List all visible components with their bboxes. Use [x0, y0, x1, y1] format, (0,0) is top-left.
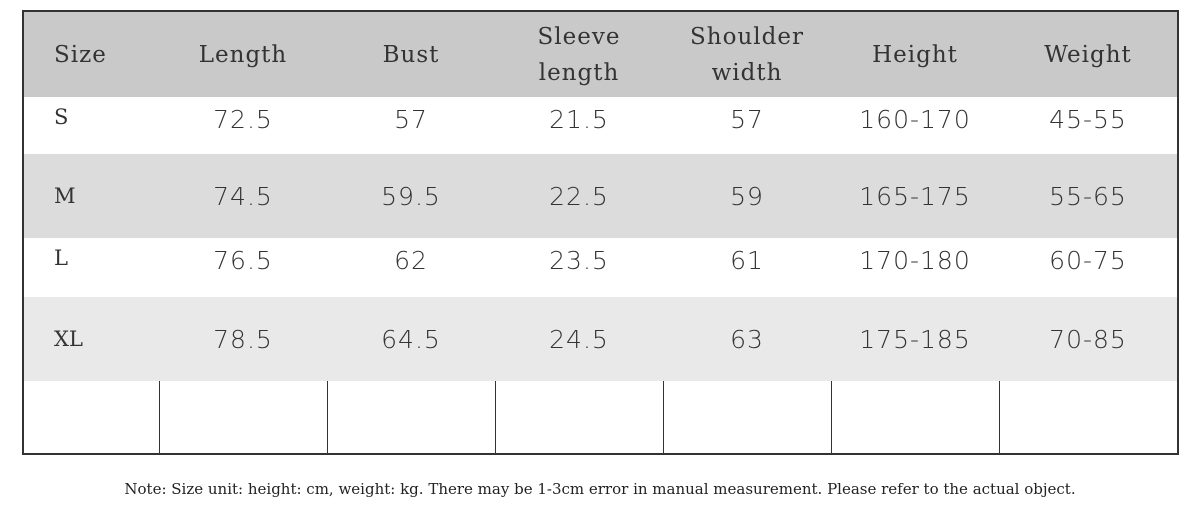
- header-cell: Size: [24, 12, 159, 97]
- table-cell: 45-55: [1049, 105, 1127, 134]
- table-cell: 60-75: [1049, 246, 1127, 275]
- table-cell: 57: [730, 105, 764, 134]
- table-cell: S: [54, 105, 69, 129]
- table-cell: 55-65: [1049, 181, 1127, 211]
- table-row: M 74.5 59.5 22.5 59 165-175 55-65: [24, 154, 1177, 238]
- table-cell: 70-85: [1049, 324, 1127, 354]
- table-cell: 72.5: [213, 105, 273, 134]
- table-row: L 76.5 62 23.5 61 170-180 60-75: [24, 238, 1177, 297]
- header-cell: Bust: [327, 12, 495, 97]
- header-text: Height: [872, 41, 958, 68]
- column-divider: [327, 381, 328, 453]
- header-text: Sleeve length: [537, 23, 621, 86]
- table-cell: 59: [730, 181, 764, 211]
- header-cell: Length: [159, 12, 327, 97]
- header-text: Size: [54, 41, 107, 68]
- column-divider: [159, 381, 160, 453]
- table-cell: 21.5: [549, 105, 609, 134]
- table-cell: L: [54, 246, 68, 270]
- note: Note: Size unit: height: cm, weight: kg.…: [124, 480, 1076, 498]
- header-text: Length: [198, 41, 288, 68]
- header-cell: Height: [831, 12, 999, 97]
- table-row: S 72.5 57 21.5 57 160-170 45-55: [24, 97, 1177, 154]
- table-cell: 76.5: [213, 246, 273, 275]
- table-cell: 22.5: [549, 181, 609, 211]
- header-text: Shoulder width: [690, 23, 804, 86]
- table-cell: XL: [54, 327, 83, 351]
- table-cell: 23.5: [549, 246, 609, 275]
- table-cell: 78.5: [213, 324, 273, 354]
- table-cell: 61: [730, 246, 764, 275]
- header-row: Size Length Bust Sleeve length Shoulder widt…: [24, 12, 1177, 97]
- column-divider: [663, 381, 664, 453]
- header-cell: Sleeve length: [495, 12, 663, 97]
- column-divider: [999, 381, 1000, 453]
- table-cell: 175-185: [859, 324, 971, 354]
- column-divider: [831, 381, 832, 453]
- column-divider: [495, 381, 496, 453]
- header-cell: Weight: [999, 12, 1177, 97]
- table-cell: 160-170: [859, 105, 971, 134]
- table-row: XL 78.5 64.5 24.5 63 175-185 70-85: [24, 297, 1177, 381]
- table-cell: 62: [394, 246, 428, 275]
- header-text: Bust: [382, 41, 440, 68]
- table-cell: 165-175: [859, 181, 971, 211]
- table-cell: 57: [394, 105, 428, 134]
- table-cell: 63: [730, 324, 764, 354]
- header-cell: Shoulder width: [663, 12, 831, 97]
- header-text: Weight: [1044, 41, 1132, 68]
- size-table: Size Length Bust Sleeve length Shoulder widt…: [22, 10, 1179, 455]
- table-cell: 170-180: [859, 246, 971, 275]
- table-cell: M: [54, 184, 76, 208]
- table-cell: 64.5: [381, 324, 441, 354]
- table-cell: 59.5: [381, 181, 441, 211]
- table-cell: 74.5: [213, 181, 273, 211]
- table-cell: 24.5: [549, 324, 609, 354]
